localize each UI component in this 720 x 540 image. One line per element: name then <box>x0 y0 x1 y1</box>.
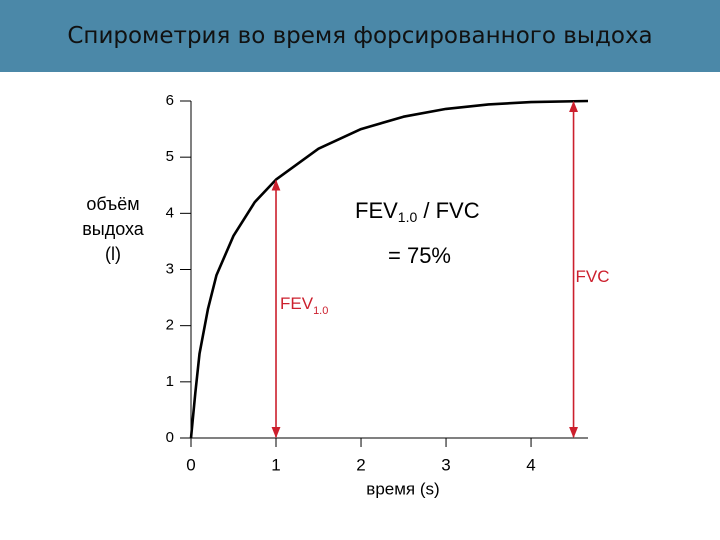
arrow-label-sub: 1.0 <box>313 305 328 317</box>
x-tick-label: 0 <box>186 455 195 474</box>
ratio-sub: 1.0 <box>398 209 418 225</box>
ratio-result: = 75% <box>388 243 451 268</box>
header: Спирометрия во время форсированного выдо… <box>0 0 720 72</box>
y-tick-label: 4 <box>166 204 174 221</box>
y-tick-label: 2 <box>166 317 174 334</box>
x-axis-label: время (s) <box>366 479 439 498</box>
x-tick-label: 4 <box>526 455 535 474</box>
arrow-label: FEV1.0 <box>280 294 328 316</box>
y-tick-label: 3 <box>166 260 174 277</box>
ratio-label: FEV1.0 / FVC <box>355 198 480 225</box>
y-tick-label: 5 <box>166 148 174 165</box>
x-tick-label: 2 <box>356 455 365 474</box>
y-axis-label: (l) <box>105 244 121 264</box>
title: Спирометрия во время форсированного выдо… <box>67 23 653 49</box>
ratio-text: FEV <box>355 198 398 223</box>
x-tick-label: 1 <box>271 455 280 474</box>
arrow-label-text: FVC <box>576 267 610 286</box>
arrow-label: FVC <box>576 267 610 286</box>
y-axis-label: выдоха <box>82 219 145 239</box>
y-tick-label: 0 <box>166 429 174 446</box>
y-tick-label: 6 <box>166 92 174 109</box>
ratio-rest: / FVC <box>417 198 479 223</box>
y-axis-label: объём <box>86 194 139 214</box>
curve <box>189 99 589 439</box>
arrow-label-text: FEV <box>280 294 314 313</box>
x-tick-label: 3 <box>441 455 450 474</box>
y-tick-label: 1 <box>166 373 174 390</box>
